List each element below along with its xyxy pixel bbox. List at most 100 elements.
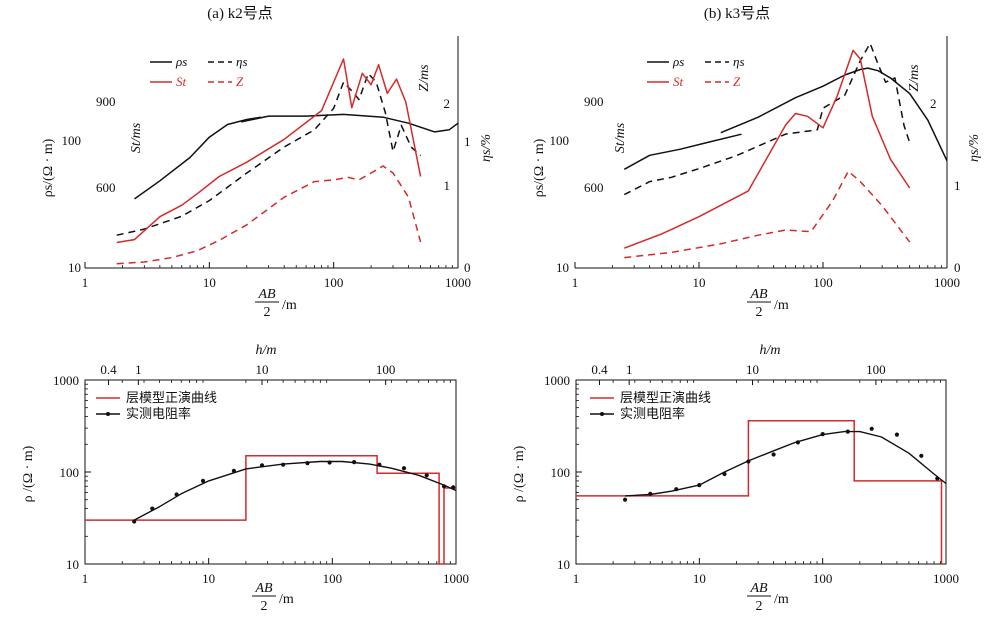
panel-a-legend-st: St	[176, 74, 187, 89]
panel-a-s-label: St/ms	[129, 122, 144, 153]
panel-b-xlabel-unit: /m	[774, 298, 789, 313]
panel-c-observed-point	[174, 492, 179, 497]
panel-c-y-tick-label: 10	[66, 557, 79, 572]
panel-a-rho-tick-10: 10	[68, 260, 81, 275]
panel-c-legend-model: 层模型正演曲线	[126, 390, 217, 406]
panel-d-x-ticks: 1 10 100 1000	[573, 558, 959, 586]
panel-c-legend: 层模型正演曲线 实测电阻率	[96, 390, 217, 422]
panel-d-legend-model: 层模型正演曲线	[620, 390, 711, 406]
panel-d-y-tick-label: 10	[557, 557, 570, 572]
panel-d-x-tick-label: 1	[573, 571, 580, 586]
panel-c-fit-curve	[133, 460, 457, 521]
panel-c-observed-point	[327, 460, 332, 465]
panel-d-legend-observed-dot	[600, 412, 604, 416]
panel-b-eta-tick-0: 0	[954, 260, 961, 275]
panel-a-legend-z: Z	[236, 74, 244, 89]
panel-d-legend-observed: 实测电阻率	[620, 406, 685, 422]
panel-c-x-tick-label: 1000	[443, 571, 469, 586]
panel-d-top-tick-label: 10	[746, 362, 759, 377]
panel-c-xlabel-unit: /m	[279, 592, 294, 607]
panel-d-observed-point	[795, 440, 801, 445]
panel-b-rho-tick-100: 100	[550, 133, 570, 148]
panel-c-observed-point	[441, 484, 447, 489]
panel-d-x-tick-label: 10	[693, 571, 706, 586]
panel-a-series-rho-line	[134, 116, 262, 200]
panel-d-observed-point	[648, 491, 653, 496]
panel-d-observed-point	[697, 483, 702, 488]
panel-a-z-tick-1: 1	[444, 178, 451, 193]
panel-b-rho-label: ρs/(Ω · m)	[532, 138, 547, 197]
panel-b-s-tick-900: 900	[584, 94, 604, 109]
panel-b-eta-tick-1: 1	[954, 178, 961, 193]
panel-a-series-eta-line	[116, 72, 422, 236]
panel-d-observed-point	[623, 497, 628, 502]
panel-b-x-tick-label: 1000	[934, 275, 960, 290]
panel-b-xlabel-den: 2	[756, 305, 763, 320]
panel-c-top-ticks: 0.4 1 10 100	[100, 362, 451, 385]
panel-c-observed-point	[377, 462, 382, 467]
panel-c-legend-observed: 实测电阻率	[126, 406, 191, 422]
panel-d-top-ticks: 0.4 1 10 100	[591, 362, 941, 385]
panel-c-observed-point	[451, 485, 456, 490]
panel-c-series	[85, 455, 457, 565]
panel-c-observed-point	[200, 478, 206, 483]
panel-d-top-tick-label: 1	[626, 362, 633, 377]
panel-a-series-st-line	[116, 58, 422, 244]
panel-c-y-tick-label: 100	[60, 465, 80, 480]
panel-d-ylabel: ρ /(Ω · m)	[512, 445, 527, 502]
panel-a-rho-label: ρs/(Ω · m)	[41, 138, 56, 197]
panel-c-xlabel-num: AB	[254, 581, 273, 596]
panel-c-observed-point	[352, 460, 357, 465]
panel-d-observed-point	[746, 459, 751, 464]
panel-c-x-tick-label: 100	[323, 571, 343, 586]
panel-a-z-tick-2: 2	[444, 96, 451, 111]
panel-d-observed-point	[935, 476, 940, 481]
panel-a-eta-tick-1: 1	[464, 134, 471, 149]
panel-b-eta-tick-2: 2	[930, 96, 937, 111]
panel-d-legend: 层模型正演曲线 实测电阻率	[590, 390, 711, 422]
panel-b-legend-eta: ηs	[733, 54, 745, 69]
panel-d-observed-point	[722, 471, 727, 477]
panel-c-x-tick-label: 10	[202, 571, 215, 586]
panel-c-observed-point	[231, 468, 236, 473]
panel-d-top-tick-label: 100	[866, 362, 886, 377]
panel-d-top-tick-label: 0.4	[591, 362, 608, 377]
panel-a-k2: (a) k2号点 1 10 100 1000 AB 2 /m 10 100 600 9…	[41, 5, 494, 320]
panel-b-legend: ρs ηs St Z	[647, 54, 745, 89]
panel-a-xlabel-den: 2	[264, 305, 271, 320]
panel-b-eta-label: ηs/%	[967, 134, 982, 162]
panel-a-title: (a) k2号点	[207, 5, 272, 22]
panel-d-xlabel-num: AB	[749, 581, 768, 596]
panel-b-title: (b) k3号点	[704, 5, 770, 22]
panel-c-model-line	[85, 455, 456, 565]
panel-c-y-ticks: 10 100 1000	[53, 373, 91, 572]
panel-b-x-tick-label: 10	[693, 275, 706, 290]
panel-c-observed-point	[424, 473, 429, 478]
panel-d-x-tick-label: 100	[813, 571, 833, 586]
panel-d-observed-point	[919, 453, 924, 458]
panel-a-x-ticks: 1 10 100 1000	[82, 262, 471, 290]
panel-a-legend-eta: ηs	[236, 54, 248, 69]
panel-b-series-z-line	[624, 170, 911, 259]
panel-c-observed-point	[150, 506, 155, 511]
panel-a-x-tick-label: 10	[203, 275, 216, 290]
panel-d-observed-point	[771, 452, 776, 457]
panel-c-xlabel-den: 2	[261, 599, 268, 614]
panel-c-observed-point	[259, 463, 265, 468]
panel-c-legend-observed-dot	[106, 412, 110, 416]
panel-d-x-tick-label: 1000	[933, 571, 959, 586]
panel-d-fit-curve	[625, 430, 947, 497]
panel-c-observed-point	[305, 461, 310, 466]
panel-c-observed-point	[401, 466, 407, 471]
panel-a-series-rho-line	[240, 113, 459, 133]
panel-a-series	[116, 58, 459, 265]
panel-b-legend-rho: ρs	[672, 54, 684, 69]
panel-c-top-axis-label: h/m	[256, 343, 277, 358]
panel-d-observed-point	[894, 432, 900, 437]
panel-a-eta-label: ηs/%	[479, 134, 494, 162]
panel-d-y-tick-label: 100	[551, 465, 571, 480]
panel-c-y-tick-label: 1000	[53, 373, 79, 388]
